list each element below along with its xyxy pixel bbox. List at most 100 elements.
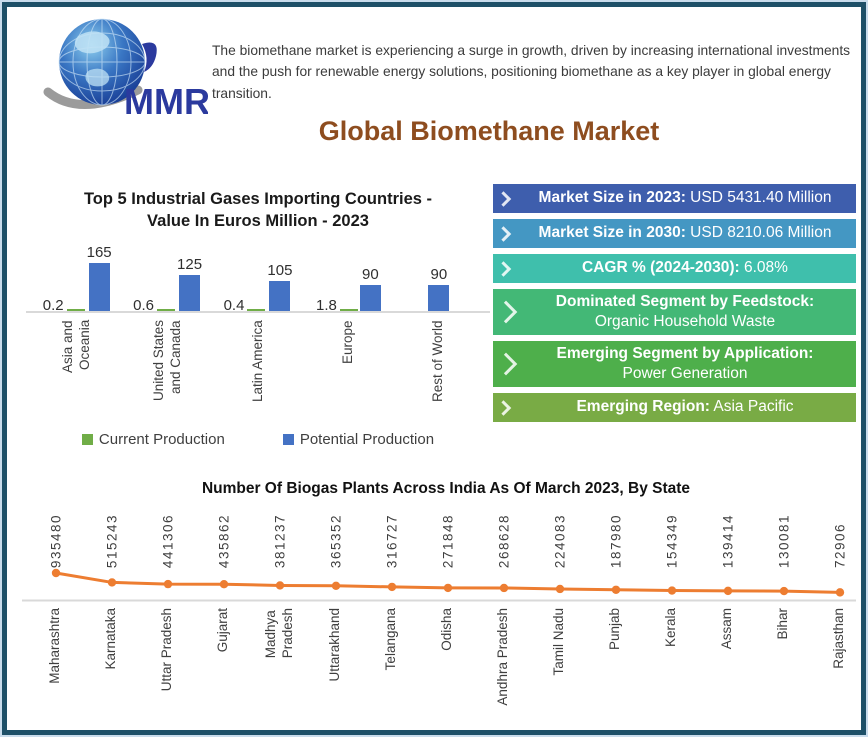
line-value-label: 271848 <box>440 513 456 568</box>
stat-label: Market Size in 2030: <box>538 224 686 242</box>
data-point <box>723 586 733 596</box>
data-point <box>835 588 845 597</box>
market-stats-banners: Market Size in 2023: USD 5431.40 Million… <box>493 184 856 428</box>
legend-current-production: Current Production <box>81 431 225 448</box>
state-label: Rajasthan <box>831 608 847 669</box>
current-production-bar <box>247 308 266 311</box>
stat-text: Emerging Region: Asia Pacific <box>576 398 794 416</box>
potential-production-bar <box>179 274 201 311</box>
bar-group: 1.8 90 <box>303 245 393 314</box>
infographic-page: MMR The biomethane market is experiencin… <box>12 12 856 725</box>
line-chart-value-labels: 935480 515243 441306 435862 381237 365352 3167… <box>22 502 856 568</box>
stat-text: Market Size in 2023: USD 5431.40 Million <box>538 189 832 207</box>
line-chart-title: Number Of Biogas Plants Across India As … <box>201 480 691 497</box>
bar-chart-legend: Current Production Potential Production <box>26 431 490 448</box>
line-value-label: 139414 <box>720 513 736 568</box>
chevron-right-icon <box>496 226 512 242</box>
line-value-label: 316727 <box>384 513 400 568</box>
state-label: Uttar Pradesh <box>159 608 175 692</box>
potential-production-value: 90 <box>430 265 448 283</box>
line-value-label: 935480 <box>48 513 64 568</box>
stat-banner: Emerging Region: Asia Pacific <box>493 393 856 422</box>
state-label: Telangana <box>383 608 399 671</box>
current-production-value: 0.6 <box>133 296 155 314</box>
state-label: Assam <box>719 608 735 650</box>
potential-production-value: 125 <box>177 255 203 273</box>
stat-text: CAGR % (2024-2030): 6.08% <box>582 259 788 277</box>
data-point <box>667 586 677 595</box>
bar-x-label: United States and Canada <box>150 319 183 401</box>
data-point <box>107 578 117 587</box>
stat-value: Power Generation <box>622 365 748 382</box>
bar-x-label: Asia and Oceania <box>60 319 93 373</box>
state-label: Kerala <box>663 608 679 648</box>
line-value-label: 154349 <box>664 513 680 568</box>
bar-group: 0.6 125 <box>122 245 212 314</box>
globe-icon: MMR <box>43 18 210 122</box>
potential-production-bar <box>359 284 381 311</box>
data-point <box>163 579 173 589</box>
potential-production-value: 105 <box>267 261 293 279</box>
bar-group: 0.2 165 <box>32 245 122 314</box>
state-label: Karnataka <box>103 608 119 670</box>
data-point <box>275 581 285 590</box>
stat-label: Emerging Segment by Application: <box>556 344 814 362</box>
stat-banner: Market Size in 2023: USD 5431.40 Million <box>493 184 856 213</box>
potential-production-bar <box>269 280 291 311</box>
data-point <box>443 583 453 593</box>
stat-text: Market Size in 2030: USD 8210.06 Million <box>538 224 832 242</box>
state-label: Maharashtra <box>47 608 63 684</box>
data-point <box>555 584 565 594</box>
stat-banner: Emerging Segment by Application: Power Ge… <box>493 341 856 387</box>
green-square-icon <box>81 433 93 445</box>
line-value-label: 224083 <box>552 513 568 568</box>
chevron-right-icon <box>496 400 512 416</box>
state-label: Gujarat <box>215 608 231 653</box>
bar-x-label: Rest of World <box>430 319 446 402</box>
line-value-label: 268628 <box>496 513 512 568</box>
potential-production-value: 90 <box>362 265 379 283</box>
state-label: Andhra Pradesh <box>495 608 511 706</box>
bar-chart-title: Top 5 Industrial Gases Importing Countri… <box>83 190 433 231</box>
bar-group: 90 <box>394 245 484 311</box>
biogas-line-chart: Number Of Biogas Plants Across India As … <box>22 480 856 725</box>
line-value-label: 130081 <box>776 513 792 568</box>
current-production-bar <box>66 308 85 311</box>
line-value-label: 365352 <box>328 513 344 568</box>
state-label: Bihar <box>775 608 791 640</box>
state-label: Uttarakhand <box>327 608 343 682</box>
line-value-label: 435862 <box>216 513 232 568</box>
data-point <box>387 582 397 592</box>
chevron-right-icon <box>496 261 512 277</box>
bar-x-label: Latin America <box>249 319 265 402</box>
state-label: Odisha <box>439 608 455 651</box>
state-label: Punjab <box>607 608 623 651</box>
data-point <box>779 586 789 596</box>
line-value-label: 187980 <box>608 513 624 568</box>
line-value-label: 515243 <box>104 513 120 568</box>
state-label: Tamil Nadu <box>551 608 567 676</box>
stat-label: Market Size in 2023: <box>538 189 686 207</box>
potential-production-bar <box>428 284 450 311</box>
current-production-value: 1.8 <box>315 296 337 314</box>
chevron-right-icon <box>495 353 518 376</box>
chevron-right-icon <box>496 191 512 207</box>
data-point <box>331 581 341 590</box>
stat-label: Emerging Region: <box>576 398 710 416</box>
svg-text:MMR: MMR <box>124 81 208 122</box>
potential-production-bar <box>88 262 110 311</box>
data-point <box>51 568 61 578</box>
bar-chart-plot: 0.2 165 0.6 125 0.4 105 1.8 90 90 <box>26 245 490 314</box>
page-title: Global Biomethane Market <box>318 116 660 146</box>
data-point <box>611 585 621 594</box>
bar-chart: Top 5 Industrial Gases Importing Countri… <box>26 188 490 448</box>
bar-chart-axis <box>26 310 490 313</box>
current-production-value: 0.2 <box>42 296 64 314</box>
bar-x-label: Europe <box>339 319 355 364</box>
line-chart-plot <box>22 568 856 602</box>
data-point <box>219 580 229 589</box>
stat-banner: Dominated Segment by Feedstock: Organic H… <box>493 289 856 335</box>
line-chart-x-labels: Maharashtra Karnataka Uttar Pradesh Gujarat… <box>22 604 856 725</box>
